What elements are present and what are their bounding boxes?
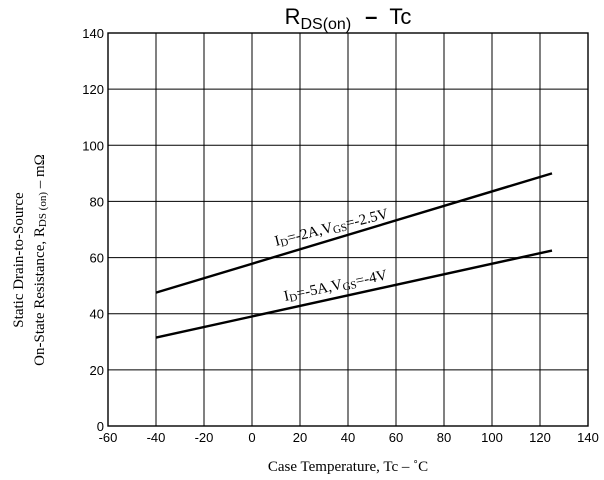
y-tick-label: 100 — [82, 138, 104, 153]
series — [155, 172, 553, 339]
x-tick-label: 0 — [248, 430, 255, 445]
series-line-1 — [155, 172, 553, 294]
y-axis-label-line1: Static Drain-to-Source — [11, 192, 27, 328]
y-tick-label: 120 — [82, 82, 104, 97]
grid — [107, 32, 589, 427]
x-tick-label: 100 — [481, 430, 503, 445]
x-tick-label: 120 — [529, 430, 551, 445]
y-tick-label: 80 — [90, 194, 104, 209]
x-tick-label: 60 — [389, 430, 403, 445]
series-line-2 — [155, 249, 553, 339]
title-main: R — [285, 4, 301, 29]
x-tick-label: -20 — [195, 430, 214, 445]
y-tick-label: 60 — [90, 251, 104, 266]
y-axis-label-line2: On-State Resistance, RDS (on) – mΩ — [32, 154, 49, 366]
plot-frame — [107, 32, 589, 427]
y-tick-label: 0 — [97, 419, 104, 434]
title-tail: Tc — [389, 4, 411, 29]
y-tick-label: 20 — [90, 363, 104, 378]
x-tick-label: 40 — [341, 430, 355, 445]
y-tick-label: 140 — [82, 26, 104, 41]
x-axis-label: Case Temperature, Tc – ˚C — [268, 459, 428, 475]
title-dash: – — [365, 4, 377, 29]
x-tick-label: 140 — [577, 430, 599, 445]
x-tick-label: -60 — [99, 430, 118, 445]
x-tick-label: -40 — [147, 430, 166, 445]
y-tick-label: 40 — [90, 307, 104, 322]
series-label-2: ID=-5A,VGS=-4V — [283, 267, 390, 306]
chart-title: RDS(on) – Tc — [285, 4, 412, 33]
title-sub: DS(on) — [300, 16, 351, 33]
tick-labels: -60 -40 -20 0 20 40 60 80 100 120 140 0 20 40 60 80 100 1… — [82, 26, 599, 445]
x-tick-label: 80 — [437, 430, 451, 445]
x-tick-label: 20 — [293, 430, 307, 445]
